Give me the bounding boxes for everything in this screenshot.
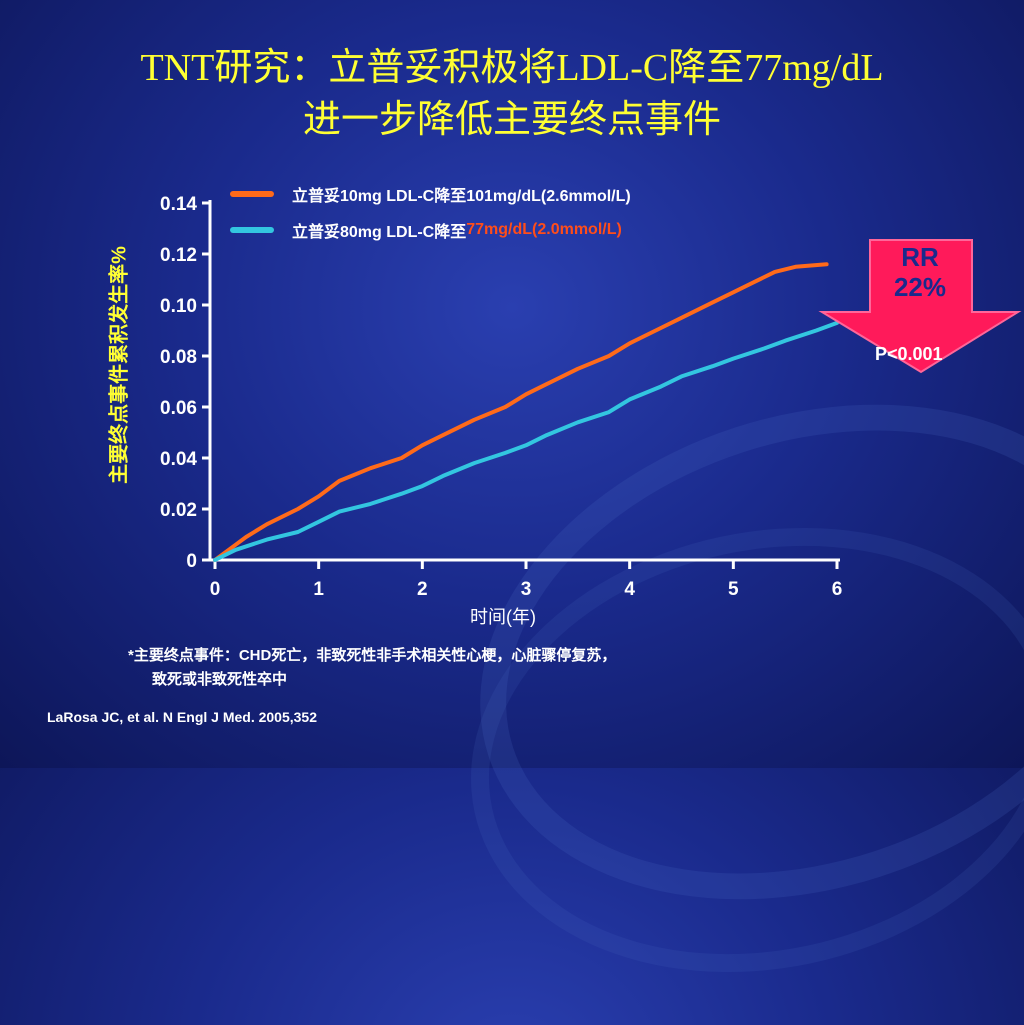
legend-swatch-cyan (230, 227, 274, 233)
x-tick-label: 3 (521, 579, 532, 600)
x-axis-title: 时间(年) (470, 607, 536, 627)
y-tick-label: 0.06 (160, 398, 197, 419)
title-line-1: TNT研究：立普妥积极将LDL-C降至77mg/dL (140, 47, 884, 89)
legend-item-80mg: 立普妥80mg LDL-C降至 77mg/dL(2.0mmol/L) (230, 218, 622, 242)
rr-badge: RR 22% (860, 242, 980, 302)
kaplan-meier-chart: 0 0.02 0.04 0.06 0.08 0.10 0.12 0.14 0 1 2 3 4 5 6 (160, 194, 1022, 600)
footnote-line-2: 致死或非致死性卒中 (152, 671, 288, 688)
x-tick-label: 6 (832, 579, 843, 600)
rr-arrow-shape (818, 239, 1022, 374)
rr-value: 22% (893, 272, 947, 302)
series-line-80mg (213, 320, 839, 562)
legend-swatch-orange (230, 191, 274, 197)
title-line-2: 进一步降低主要终点事件 (302, 99, 721, 141)
x-tick-label: 5 (728, 579, 739, 600)
x-tick-label: 2 (417, 579, 428, 600)
y-tick-label: 0.10 (160, 296, 197, 317)
y-tick-label: 0 (186, 551, 197, 572)
rr-label: RR (901, 242, 939, 272)
y-tick-label: 0.14 (160, 194, 197, 215)
y-tick-label: 0.04 (160, 449, 197, 470)
y-tick-label: 0.12 (160, 245, 197, 266)
y-tick-label: 0.08 (160, 347, 197, 368)
legend-label-80mg-highlight: 77mg/dL(2.0mmol/L) (466, 221, 622, 238)
series-line-10mg (213, 262, 829, 562)
footnote-line-1: *主要终点事件：CHD死亡，非致死性非手术相关性心梗，心脏骤停复苏， (128, 647, 617, 664)
footnote: *主要终点事件：CHD死亡，非致死性非手术相关性心梗，心脏骤停复苏， 致死或非致… (128, 644, 616, 692)
p-value: P<0.001 (875, 344, 943, 364)
legend-label-80mg: 立普妥80mg LDL-C降至 (292, 224, 467, 241)
y-tick-label: 0.02 (160, 500, 197, 521)
legend-label-10mg: 立普妥10mg LDL-C降至101mg/dL(2.6mmol/L) (292, 188, 631, 205)
slide-title: TNT研究：立普妥积极将LDL-C降至77mg/dL 进一步降低主要终点事件 (0, 42, 1024, 146)
citation: LaRosa JC, et al. N Engl J Med. 2005,352 (47, 709, 317, 725)
legend-item-10mg: 立普妥10mg LDL-C降至101mg/dL(2.6mmol/L) (230, 182, 631, 206)
x-tick-label: 1 (313, 579, 324, 600)
x-tick-label: 0 (210, 579, 221, 600)
x-tick-label: 4 (624, 579, 635, 600)
